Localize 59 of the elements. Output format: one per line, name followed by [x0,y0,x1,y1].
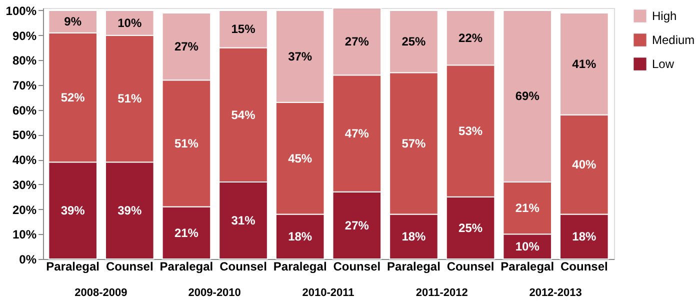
y-tick-label: 50% [12,128,37,142]
data-label: 27% [344,34,370,49]
data-label: 21% [515,201,540,216]
data-label: 18% [288,230,312,244]
text: 2010-2011 [302,287,354,299]
x-tick-label: Counsel [106,260,154,274]
data-label: 37% [288,49,312,64]
x-tick-label: Counsel [333,260,381,274]
data-label: 52% [60,90,86,104]
data-label: 57% [402,136,426,150]
data-label: 25% [402,34,426,49]
y-tick-label: 80% [12,54,37,68]
data-label: 10% [515,240,540,254]
text: 2009-2010 [188,287,241,299]
y-tick-label: 40% [12,153,37,168]
data-label: 47% [344,126,370,140]
data-label: 27% [174,40,199,54]
y-tick-label: 60% [12,103,37,118]
y-tick-label: 20% [12,202,37,217]
legend-label: High [652,9,677,23]
data-label: 18% [572,230,597,244]
y-tick-label: 90% [12,28,37,43]
data-label: 25% [458,220,483,235]
data-label: 15% [231,22,256,36]
data-label: 27% [344,218,370,232]
y-tick-label: 70% [12,78,37,93]
data-label: 31% [231,213,256,228]
data-label: 10% [118,16,142,30]
y-tick-label: 100% [6,4,37,18]
x-tick-label: Counsel [560,260,608,274]
data-label: 18% [402,230,426,244]
y-tick-label: 0% [19,252,37,266]
data-label: 45% [288,151,312,166]
data-label: 39% [60,204,86,218]
data-label: 51% [174,136,199,150]
data-label: 69% [515,89,540,104]
x-tick-label: Paralegal [46,260,100,274]
data-label: 40% [572,158,597,172]
legend-label: Medium [652,33,695,47]
text: 2012-2013 [529,287,582,299]
y-tick-label: 10% [12,228,37,242]
x-tick-label: Counsel [446,260,494,274]
data-label: 41% [572,56,597,71]
x-tick-label: Paralegal [160,260,214,274]
x-tick-label: Paralegal [387,260,440,274]
y-tick-label: 30% [12,178,37,192]
x-tick-label: Paralegal [273,260,327,274]
data-label: 39% [118,204,142,218]
data-label: 22% [458,30,483,45]
data-label: 51% [118,92,142,106]
legend-label: Low [652,57,674,71]
x-tick-label: Counsel [220,260,267,274]
text: 2008-2009 [74,287,128,299]
data-label: 21% [174,226,199,240]
data-label: 53% [458,124,483,138]
data-label: 9% [64,14,82,29]
data-label: 54% [231,108,256,122]
x-tick-label: Paralegal [500,260,554,274]
text: 2011-2012 [416,287,468,299]
